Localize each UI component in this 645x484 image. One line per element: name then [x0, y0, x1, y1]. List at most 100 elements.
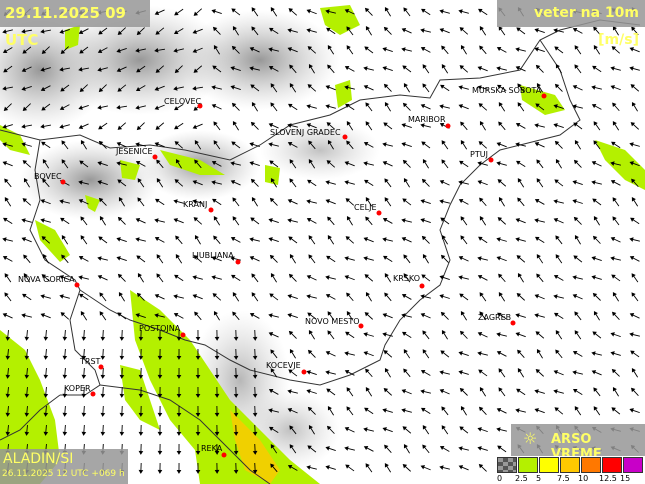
wind-arrow [173, 312, 184, 319]
wind-arrow [612, 121, 620, 131]
legend-label: 0 [497, 474, 503, 483]
wind-arrow [5, 405, 11, 417]
wind-arrow [478, 369, 488, 377]
wind-arrow [97, 47, 108, 53]
wind-arrow [270, 349, 278, 359]
wind-arrow [24, 329, 30, 341]
wind-arrow [536, 159, 544, 169]
wind-arrow [460, 235, 468, 245]
wind-arrow [516, 160, 526, 168]
wind-arrow [250, 84, 260, 92]
wind-arrow [42, 159, 50, 169]
wind-arrow [572, 28, 583, 34]
city-label: CELJE [354, 203, 377, 212]
wind-arrow [268, 408, 279, 413]
wind-arrow [517, 83, 525, 93]
city-dot [180, 332, 186, 338]
city-label: BOVEC [34, 172, 62, 181]
wind-arrow [592, 65, 602, 73]
wind-arrow [233, 462, 239, 474]
city-label: KOCEVJE [266, 361, 301, 370]
wind-arrow [252, 443, 258, 455]
wind-arrow [536, 82, 543, 93]
wind-arrow [81, 367, 87, 379]
wind-arrow [458, 351, 469, 357]
wind-arrow [573, 216, 582, 225]
wind-arrow [230, 180, 241, 186]
wind-arrow [610, 351, 621, 356]
wind-arrow [118, 291, 125, 302]
wind-arrow [154, 236, 165, 243]
wind-arrow [233, 367, 239, 379]
wind-arrow [42, 178, 50, 188]
wind-arrow [516, 27, 526, 35]
wind-arrow [175, 158, 182, 169]
wind-arrow [326, 425, 335, 434]
wind-arrow [593, 406, 601, 416]
city: NOVO MESTO [305, 317, 364, 329]
wind-arrow [629, 237, 640, 242]
wind-arrow [611, 274, 621, 282]
wind-arrow [24, 367, 30, 379]
wind-arrows [2, 6, 640, 474]
wind-arrow [249, 256, 260, 262]
wind-arrow [173, 199, 184, 204]
wind-arrow [154, 9, 165, 15]
wind-arrow [479, 26, 487, 36]
wind-arrow [81, 348, 87, 360]
wind-arrow [80, 311, 88, 321]
legend-label: 15 [620, 474, 631, 483]
wind-arrow [477, 427, 488, 433]
city: KRANJ [183, 200, 214, 213]
wind-arrow [325, 275, 336, 280]
wind-arrow [327, 311, 335, 321]
wind-arrow [43, 367, 49, 379]
wind-arrow [574, 45, 582, 55]
wind-arrow [270, 444, 278, 454]
wind-arrow [402, 464, 411, 472]
wind-arrow [154, 142, 165, 148]
wind-arrow [289, 425, 297, 435]
wind-arrow [610, 332, 621, 338]
wind-arrow [40, 294, 51, 299]
wind-arrow [610, 237, 621, 243]
wind-arrow [346, 292, 354, 302]
legend-swatch [602, 457, 622, 473]
wind-arrow [308, 159, 316, 169]
wind-arrow [21, 66, 32, 72]
wind-arrow [97, 256, 108, 261]
wind-arrow [192, 275, 203, 280]
wind-arrow [553, 370, 564, 376]
wind-arrow [611, 141, 621, 149]
wind-arrow [478, 103, 488, 111]
wind-arrow [422, 64, 430, 74]
wind-arrow [365, 387, 373, 397]
wind-arrow [249, 66, 260, 71]
wind-arrow [138, 386, 144, 398]
wind-arrow [211, 9, 222, 15]
wind-arrow [214, 405, 220, 417]
wind-arrow [24, 424, 30, 436]
wind-arrow [211, 160, 222, 167]
wind-arrow [382, 47, 393, 52]
wind-arrow [327, 45, 335, 55]
wind-arrow [119, 367, 125, 379]
wind-arrow [2, 142, 13, 147]
wind-arrow [439, 445, 450, 452]
wind-arrow [268, 65, 279, 72]
wind-arrow [195, 443, 201, 455]
wind-arrow [344, 351, 355, 356]
wind-arrow [156, 254, 164, 264]
city-dot [152, 154, 158, 160]
wind-arrow [630, 350, 640, 358]
wind-arrow [479, 120, 486, 131]
wind-arrow [401, 408, 412, 413]
wind-arrow [213, 310, 220, 321]
wind-arrow [515, 313, 526, 318]
wind-arrow [175, 254, 183, 264]
wind-arrow [21, 313, 32, 318]
wind-arrow [307, 445, 317, 453]
city-dot [488, 157, 494, 163]
wind-arrow [269, 293, 279, 301]
